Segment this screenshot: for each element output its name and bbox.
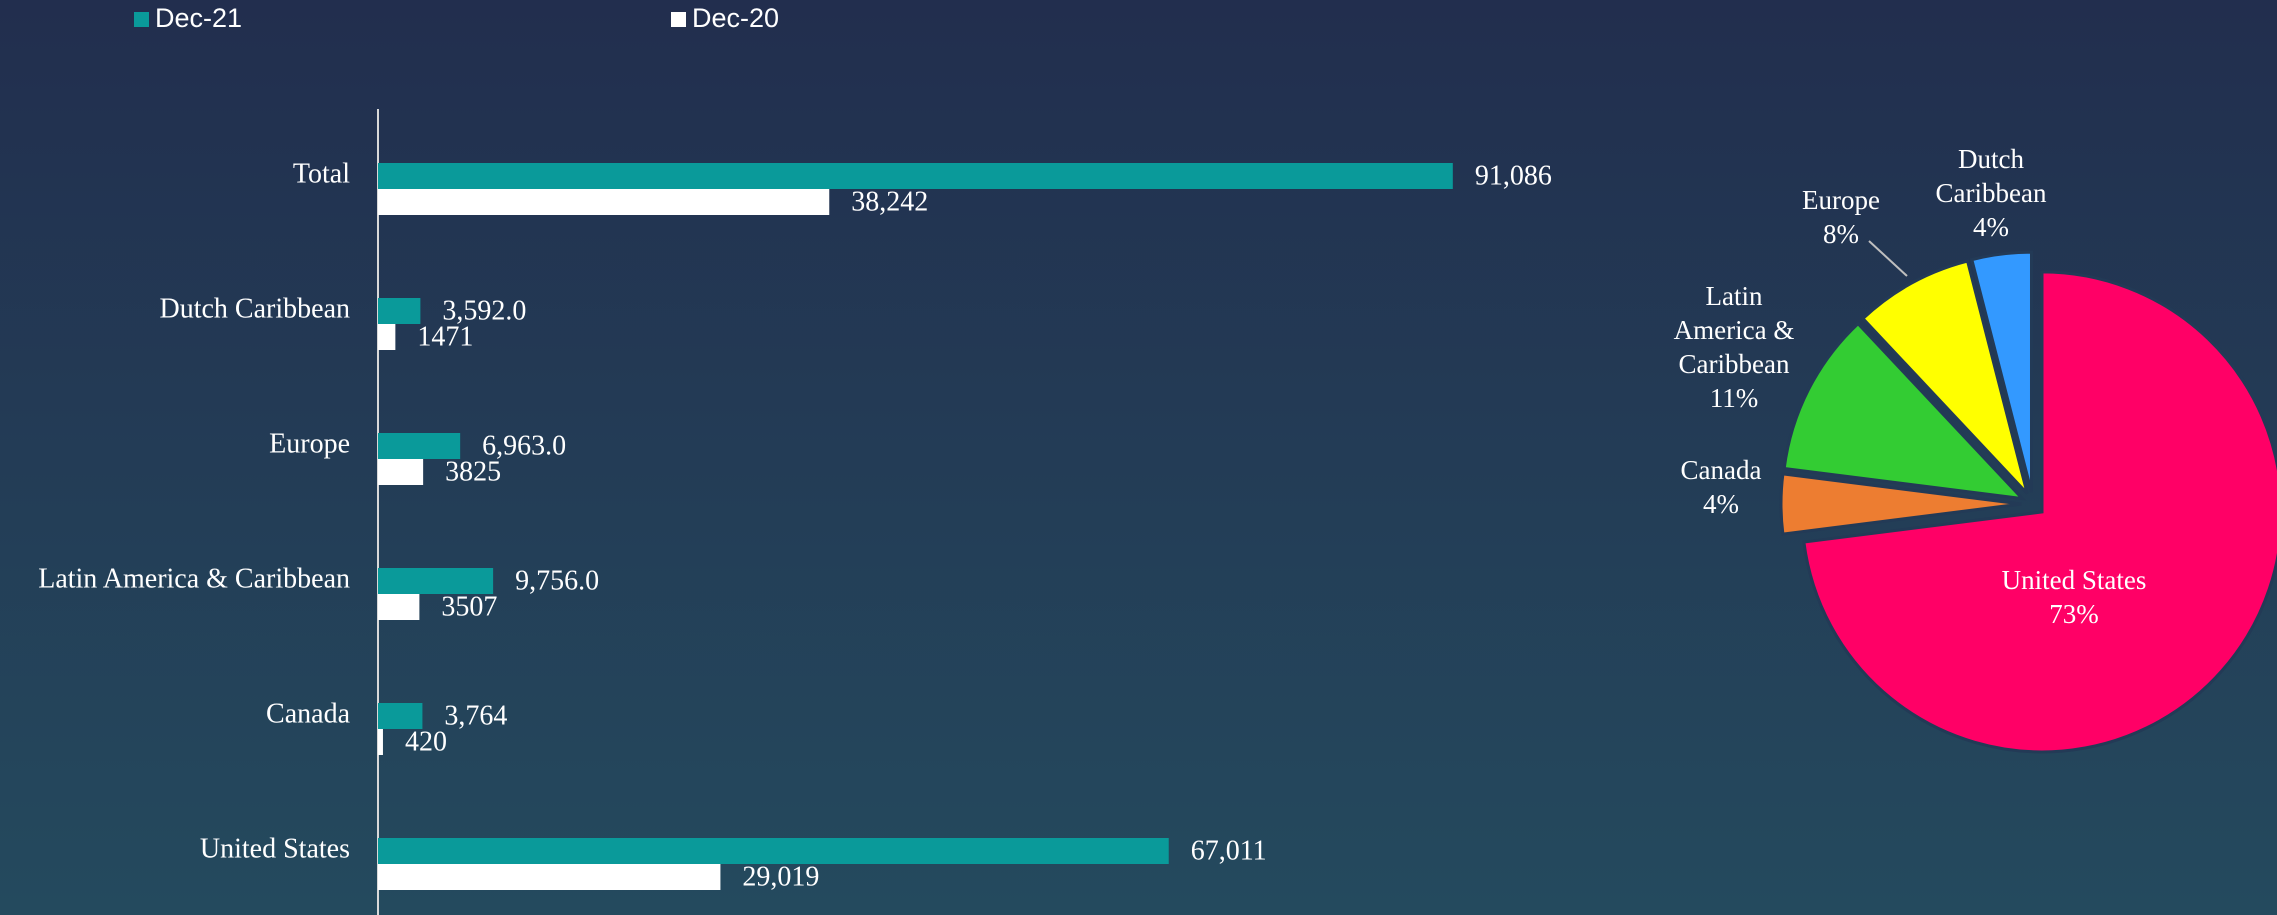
data-label: 29,019 [742,861,819,892]
legend-label: Dec-21 [155,3,242,33]
data-label: 420 [405,726,447,757]
legend-label: Dec-20 [692,3,779,33]
slice-name: Dutch Caribbean [1935,144,2047,208]
bar [378,594,420,620]
bar [378,189,830,215]
category-label: Dutch Caribbean [160,293,351,324]
pie-slice [1782,321,2027,501]
pie-label: United States 73% [1914,563,2234,631]
legend-swatch [671,12,686,27]
bar [378,703,423,729]
category-label: Canada [266,698,351,729]
data-label: 9,756.0 [515,565,599,596]
legend-swatch [134,12,149,27]
pie-label: Dutch Caribbean 4% [1921,142,2061,244]
slice-percent: 8% [1823,219,1859,249]
bar [378,298,421,324]
data-label: 6,963.0 [482,430,566,461]
bar [378,864,721,890]
data-label: 3507 [441,591,497,622]
bar [378,459,424,485]
data-label: 38,242 [851,186,928,217]
category-label: Total [293,158,350,189]
pie-slice [1860,259,2029,495]
bar [378,163,1453,189]
data-label: 3,764 [444,700,507,731]
pie-slice [1969,250,2033,493]
slice-percent: 4% [1703,489,1739,519]
bar [378,568,494,594]
bar [378,838,1169,864]
pie-label: Latin America & Caribbean 11% [1664,279,1804,415]
pie-label: Canada 4% [1651,453,1791,521]
data-label: 67,011 [1191,835,1267,866]
pie-slice [1802,270,2277,754]
data-label: 3,592.0 [442,295,526,326]
slice-name: United States [2001,565,2147,595]
data-label: 1471 [417,321,473,352]
bar [378,324,396,350]
category-label: Latin America & Caribbean [38,563,350,594]
pie-label: Europe 8% [1771,183,1911,251]
category-label: United States [200,833,350,864]
data-label: 3825 [445,456,501,487]
bar [378,729,383,755]
slice-name: Latin America & Caribbean [1673,281,1795,379]
pie-slice [1779,472,2022,536]
slice-percent: 4% [1973,212,2009,242]
bar [378,433,461,459]
slice-name: Europe [1802,185,1880,215]
data-label: 91,086 [1475,160,1552,191]
category-label: Europe [269,428,350,459]
leader-line [1868,240,1908,277]
slice-percent: 11% [1709,383,1759,413]
slice-percent: 73% [2049,599,2099,629]
slice-name: Canada [1680,455,1762,485]
